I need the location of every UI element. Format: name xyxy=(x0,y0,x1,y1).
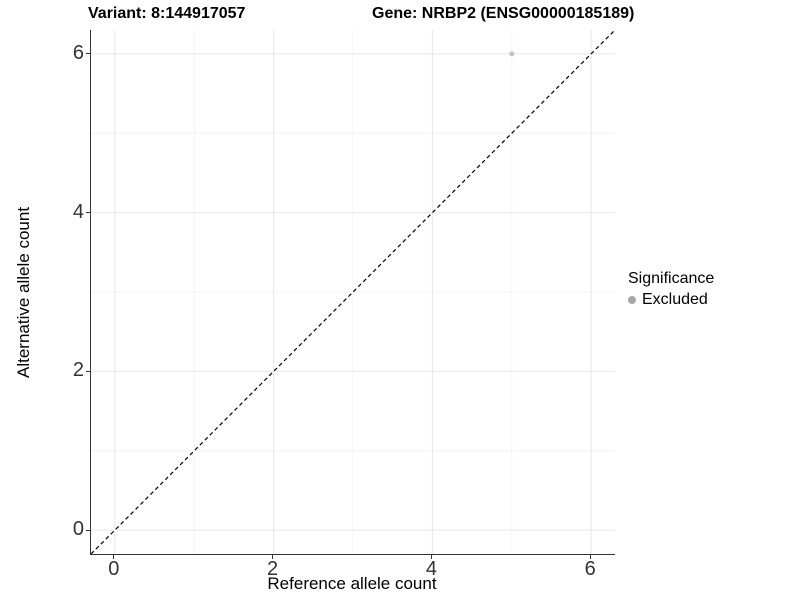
x-axis-title: Reference allele count xyxy=(267,574,437,593)
y-tick-mark xyxy=(86,53,90,55)
identity-reference-line xyxy=(91,30,615,554)
legend-title: Significance xyxy=(628,270,715,287)
x-tick-mark xyxy=(113,555,115,559)
x-tick-label: 0 xyxy=(108,558,120,580)
y-tick-label: 6 xyxy=(72,41,84,64)
legend: Significance Excluded xyxy=(628,270,714,309)
y-tick-label: 2 xyxy=(72,359,84,382)
variant-title: Variant: 8:144917057 xyxy=(88,5,246,22)
y-tick-mark xyxy=(86,529,90,531)
y-axis-title: Alternative allele count xyxy=(14,206,33,378)
y-tick-label: 0 xyxy=(72,518,84,541)
x-tick-mark xyxy=(430,555,432,559)
y-tick-label: 4 xyxy=(72,200,84,223)
x-tick-label: 6 xyxy=(584,558,596,580)
legend-item-excluded: Excluded xyxy=(628,291,714,309)
x-tick-mark xyxy=(589,555,591,559)
data-point xyxy=(509,51,515,57)
y-tick-mark xyxy=(86,212,90,214)
gene-title: Gene: NRBP2 (ENSG00000185189) xyxy=(372,5,635,22)
plot-canvas xyxy=(91,30,615,554)
legend-item-label: Excluded xyxy=(642,291,708,308)
legend-point-icon xyxy=(628,296,636,304)
x-tick-mark xyxy=(272,555,274,559)
plot-panel xyxy=(90,30,615,555)
x-tick-label: 4 xyxy=(425,558,437,580)
y-tick-mark xyxy=(86,370,90,372)
x-tick-label: 2 xyxy=(267,558,279,580)
